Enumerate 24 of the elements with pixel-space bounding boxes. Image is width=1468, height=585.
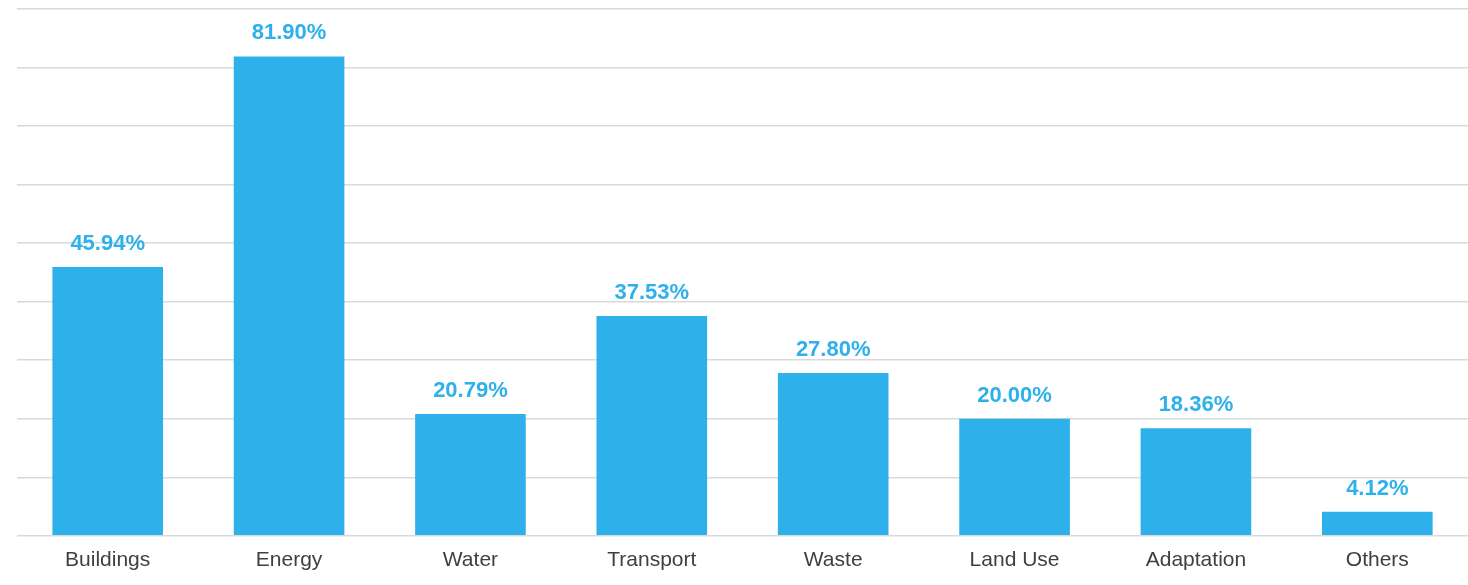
bar — [1321, 511, 1433, 536]
data-label: 20.00% — [977, 381, 1052, 407]
data-label: 81.90% — [251, 19, 327, 45]
x-tick-label: Adaptation — [1145, 547, 1247, 571]
bar — [959, 418, 1070, 536]
bar — [415, 414, 526, 536]
x-tick-label: Land Use — [969, 547, 1060, 571]
x-tick-label: Transport — [607, 547, 697, 571]
data-label: 20.79% — [433, 377, 508, 403]
bar — [777, 373, 889, 536]
data-label: 18.36% — [1158, 391, 1234, 417]
x-tick-label: Water — [442, 547, 499, 571]
bar — [233, 56, 345, 536]
data-label: 27.80% — [795, 336, 871, 362]
data-label: 4.12% — [1346, 474, 1409, 500]
data-label: 37.53% — [614, 279, 690, 305]
x-tick-label: Waste — [803, 547, 863, 571]
x-tick-label: Buildings — [65, 547, 151, 571]
data-label: 45.94% — [70, 229, 145, 255]
x-tick-label: Energy — [255, 547, 323, 571]
bar — [596, 316, 708, 536]
bar — [52, 266, 164, 536]
bar — [1140, 428, 1252, 536]
x-tick-label: Others — [1345, 547, 1409, 571]
